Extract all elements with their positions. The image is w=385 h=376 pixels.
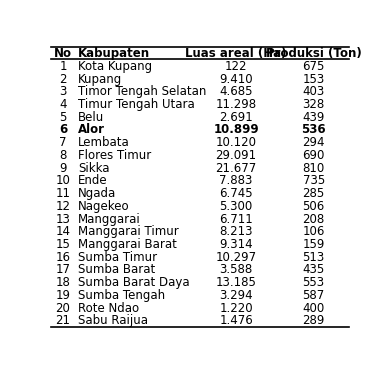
Text: 10.120: 10.120 xyxy=(216,136,256,149)
Text: 435: 435 xyxy=(303,264,325,276)
Text: 690: 690 xyxy=(303,149,325,162)
Text: 285: 285 xyxy=(303,187,325,200)
Text: Sumba Tengah: Sumba Tengah xyxy=(78,289,165,302)
Text: 506: 506 xyxy=(303,200,325,213)
Text: 553: 553 xyxy=(303,276,325,289)
Text: 15: 15 xyxy=(55,238,70,251)
Text: Sikka: Sikka xyxy=(78,162,109,174)
Text: 6.711: 6.711 xyxy=(219,212,253,226)
Text: 675: 675 xyxy=(303,60,325,73)
Text: Ngada: Ngada xyxy=(78,187,116,200)
Text: 10.297: 10.297 xyxy=(216,251,257,264)
Text: Luas areal (Ha): Luas areal (Ha) xyxy=(185,47,287,60)
Text: 328: 328 xyxy=(303,98,325,111)
Text: 29.091: 29.091 xyxy=(216,149,257,162)
Text: Sumba Barat: Sumba Barat xyxy=(78,264,155,276)
Text: 810: 810 xyxy=(303,162,325,174)
Text: 10.899: 10.899 xyxy=(213,123,259,136)
Text: 21.677: 21.677 xyxy=(216,162,257,174)
Text: 9.314: 9.314 xyxy=(219,238,253,251)
Text: 5: 5 xyxy=(59,111,67,124)
Text: Manggarai: Manggarai xyxy=(78,212,141,226)
Text: No: No xyxy=(54,47,72,60)
Text: 403: 403 xyxy=(303,85,325,98)
Text: 3: 3 xyxy=(59,85,67,98)
Text: 153: 153 xyxy=(303,73,325,85)
Text: 1.476: 1.476 xyxy=(219,314,253,327)
Text: 513: 513 xyxy=(303,251,325,264)
Text: Alor: Alor xyxy=(78,123,105,136)
Text: 11.298: 11.298 xyxy=(216,98,257,111)
Text: 21: 21 xyxy=(55,314,70,327)
Text: Sabu Raijua: Sabu Raijua xyxy=(78,314,148,327)
Text: 14: 14 xyxy=(55,225,70,238)
Text: Timor Tengah Selatan: Timor Tengah Selatan xyxy=(78,85,206,98)
Text: Kabupaten: Kabupaten xyxy=(78,47,150,60)
Text: 19: 19 xyxy=(55,289,70,302)
Text: 159: 159 xyxy=(303,238,325,251)
Text: 4: 4 xyxy=(59,98,67,111)
Text: Lembata: Lembata xyxy=(78,136,130,149)
Text: Timur Tengah Utara: Timur Tengah Utara xyxy=(78,98,195,111)
Text: 122: 122 xyxy=(225,60,247,73)
Text: 13: 13 xyxy=(55,212,70,226)
Text: 587: 587 xyxy=(303,289,325,302)
Text: 536: 536 xyxy=(301,123,326,136)
Text: 208: 208 xyxy=(303,212,325,226)
Text: 13.185: 13.185 xyxy=(216,276,256,289)
Text: Belu: Belu xyxy=(78,111,104,124)
Text: 3.294: 3.294 xyxy=(219,289,253,302)
Text: Manggarai Barat: Manggarai Barat xyxy=(78,238,177,251)
Text: Manggarai Timur: Manggarai Timur xyxy=(78,225,179,238)
Text: 294: 294 xyxy=(303,136,325,149)
Text: 439: 439 xyxy=(303,111,325,124)
Text: 106: 106 xyxy=(303,225,325,238)
Text: 5.300: 5.300 xyxy=(219,200,253,213)
Text: Flores Timur: Flores Timur xyxy=(78,149,151,162)
Text: Nagekeo: Nagekeo xyxy=(78,200,130,213)
Text: 2.691: 2.691 xyxy=(219,111,253,124)
Text: 8: 8 xyxy=(59,149,67,162)
Text: 400: 400 xyxy=(303,302,325,315)
Text: 8.213: 8.213 xyxy=(219,225,253,238)
Text: 7.883: 7.883 xyxy=(219,174,253,187)
Text: 3.588: 3.588 xyxy=(219,264,253,276)
Text: 7: 7 xyxy=(59,136,67,149)
Text: 11: 11 xyxy=(55,187,70,200)
Text: Kota Kupang: Kota Kupang xyxy=(78,60,152,73)
Text: 6: 6 xyxy=(59,123,67,136)
Text: 1: 1 xyxy=(59,60,67,73)
Text: Ende: Ende xyxy=(78,174,107,187)
Text: 10: 10 xyxy=(55,174,70,187)
Text: 9.410: 9.410 xyxy=(219,73,253,85)
Text: 4.685: 4.685 xyxy=(219,85,253,98)
Text: 17: 17 xyxy=(55,264,70,276)
Text: Kupang: Kupang xyxy=(78,73,122,85)
Text: 20: 20 xyxy=(55,302,70,315)
Text: Rote Ndao: Rote Ndao xyxy=(78,302,139,315)
Text: Produksi (Ton): Produksi (Ton) xyxy=(266,47,362,60)
Text: 735: 735 xyxy=(303,174,325,187)
Text: 16: 16 xyxy=(55,251,70,264)
Text: 6.745: 6.745 xyxy=(219,187,253,200)
Text: 18: 18 xyxy=(55,276,70,289)
Text: Sumba Barat Daya: Sumba Barat Daya xyxy=(78,276,189,289)
Text: 9: 9 xyxy=(59,162,67,174)
Text: 289: 289 xyxy=(303,314,325,327)
Text: 1.220: 1.220 xyxy=(219,302,253,315)
Text: Sumba Timur: Sumba Timur xyxy=(78,251,157,264)
Text: 2: 2 xyxy=(59,73,67,85)
Text: 12: 12 xyxy=(55,200,70,213)
